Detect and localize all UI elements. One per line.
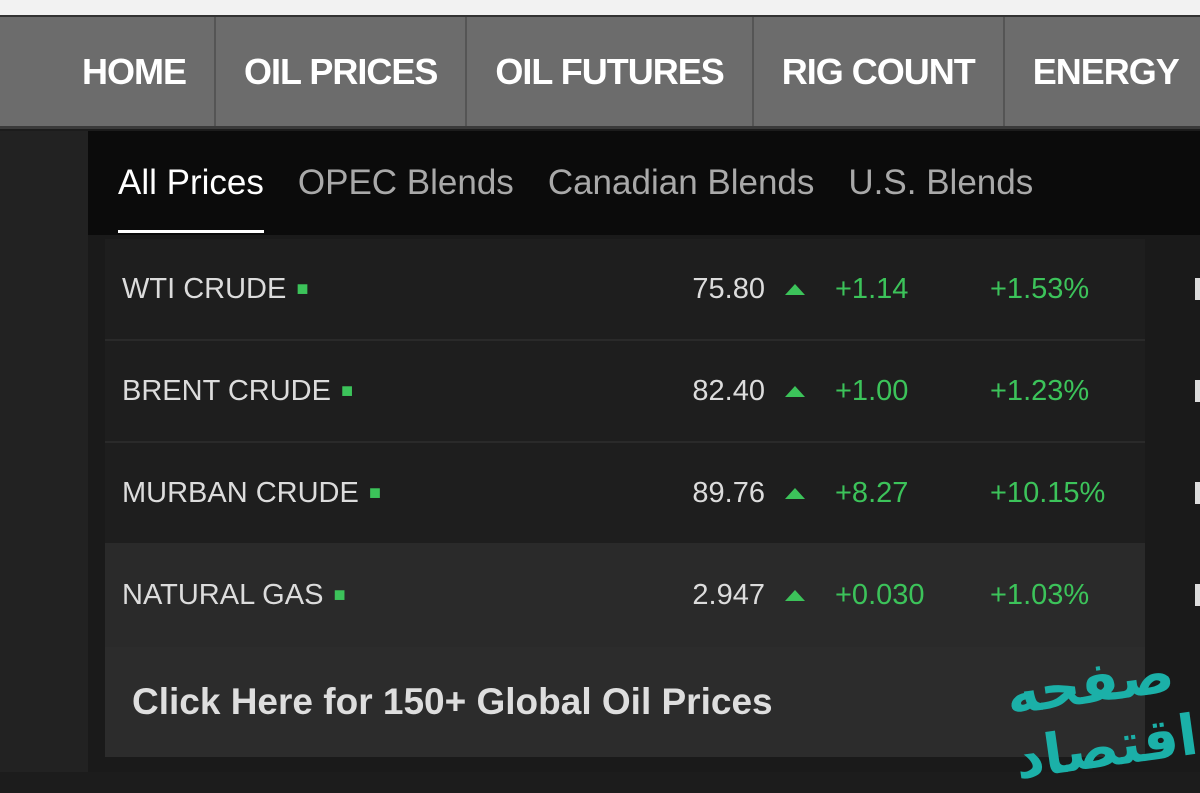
live-dot-icon: ■ xyxy=(333,584,346,607)
price-table: WTI CRUDE ■ 75.80 +1.14 +1.53% BRENT CRUD… xyxy=(105,239,1200,757)
up-arrow-icon xyxy=(785,589,805,601)
price-change: +0.030 xyxy=(835,578,925,611)
price-value: 89.76 xyxy=(692,476,765,509)
up-arrow-icon xyxy=(785,283,805,295)
main-nav: HOME OIL PRICES OIL FUTURES RIG COUNT EN… xyxy=(0,17,1200,129)
commodity-name: MURBAN CRUDE xyxy=(122,476,359,509)
percent-change: +1.53% xyxy=(990,272,1090,305)
browser-top-strip xyxy=(0,0,1200,17)
nav-oil-prices[interactable]: OIL PRICES xyxy=(216,17,468,126)
tab-us-blends[interactable]: U.S. Blends xyxy=(848,163,1034,202)
commodity-name: NATURAL GAS xyxy=(122,578,324,611)
price-row-brent[interactable]: BRENT CRUDE ■ 82.40 +1.00 +1.23% xyxy=(105,341,1200,443)
tab-opec-blends[interactable]: OPEC Blends xyxy=(297,163,514,202)
price-change: +1.14 xyxy=(835,272,909,305)
price-value: 2.947 xyxy=(692,578,765,611)
price-change: +8.27 xyxy=(835,476,909,509)
up-arrow-icon xyxy=(785,487,805,499)
nav-home[interactable]: HOME xyxy=(0,17,216,126)
tab-canadian-blends[interactable]: Canadian Blends xyxy=(547,163,815,202)
price-change: +1.00 xyxy=(835,374,909,407)
price-value: 75.80 xyxy=(692,272,765,305)
price-row-natural-gas[interactable]: NATURAL GAS ■ 2.947 +0.030 +1.03% xyxy=(105,545,1200,647)
row-edge-marker xyxy=(1195,584,1200,606)
blend-tabs: All Prices OPEC Blends Canadian Blends U… xyxy=(88,131,1200,235)
live-dot-icon: ■ xyxy=(368,482,381,505)
live-dot-icon: ■ xyxy=(340,380,354,403)
row-edge-marker xyxy=(1195,482,1200,504)
watermark-logo: صفحه اقتصاد xyxy=(1001,640,1200,793)
left-gutter xyxy=(0,131,88,772)
percent-change: +10.15% xyxy=(990,476,1106,509)
row-edge-marker xyxy=(1195,380,1200,402)
row-edge-marker xyxy=(1195,278,1200,300)
commodity-name: BRENT CRUDE xyxy=(122,374,331,407)
price-value: 82.40 xyxy=(692,374,765,407)
tab-all-prices[interactable]: All Prices xyxy=(118,131,264,235)
up-arrow-icon xyxy=(785,385,805,397)
nav-energy[interactable]: ENERGY xyxy=(1005,17,1200,126)
live-dot-icon: ■ xyxy=(296,278,309,301)
prices-panel: All Prices OPEC Blends Canadian Blends U… xyxy=(88,131,1200,772)
price-row-wti[interactable]: WTI CRUDE ■ 75.80 +1.14 +1.53% xyxy=(105,239,1200,341)
percent-change: +1.23% xyxy=(990,374,1090,407)
nav-oil-futures[interactable]: OIL FUTURES xyxy=(467,17,754,126)
percent-change: +1.03% xyxy=(990,578,1090,611)
global-oil-prices-link[interactable]: Click Here for 150+ Global Oil Prices xyxy=(105,647,1145,757)
commodity-name: WTI CRUDE xyxy=(122,272,287,305)
nav-rig-count[interactable]: RIG COUNT xyxy=(754,17,1005,126)
price-row-murban[interactable]: MURBAN CRUDE ■ 89.76 +8.27 +10.15% xyxy=(105,443,1200,545)
